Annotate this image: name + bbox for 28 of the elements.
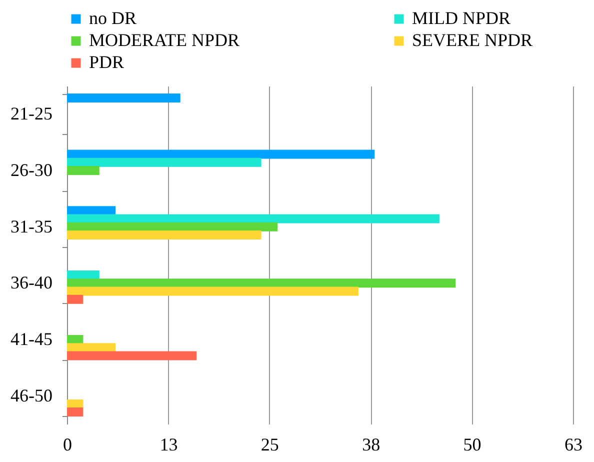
- y-tick-label: 21-25: [10, 104, 52, 124]
- legend-label: SEVERE NPDR: [412, 30, 533, 50]
- legend-label: PDR: [89, 52, 124, 72]
- bar: [67, 158, 262, 167]
- x-tick-label: 13: [160, 434, 178, 454]
- y-tick-label: 41-45: [10, 329, 52, 349]
- bar: [67, 408, 84, 417]
- x-tick-label: 50: [463, 434, 482, 454]
- bar: [67, 166, 100, 175]
- x-tick-label: 0: [63, 434, 72, 454]
- bar: [67, 150, 375, 159]
- y-tick-label: 31-35: [10, 216, 52, 236]
- y-tick-label: 26-30: [10, 160, 52, 180]
- legend-label: MODERATE NPDR: [89, 30, 240, 50]
- x-tick-label: 25: [260, 434, 279, 454]
- bar: [67, 93, 180, 102]
- bar: [67, 230, 262, 240]
- bar: [67, 286, 358, 296]
- bar: [67, 294, 84, 304]
- y-tick-label: 46-50: [10, 385, 52, 406]
- bar: [67, 351, 197, 360]
- y-tick-label: 36-40: [10, 272, 52, 293]
- bar: [67, 278, 456, 288]
- x-tick-label: 38: [362, 434, 380, 454]
- legend-label: no DR: [89, 8, 137, 28]
- legend-label: MILD NPDR: [412, 8, 511, 28]
- x-tick-label: 63: [564, 434, 582, 454]
- bar: [67, 214, 440, 224]
